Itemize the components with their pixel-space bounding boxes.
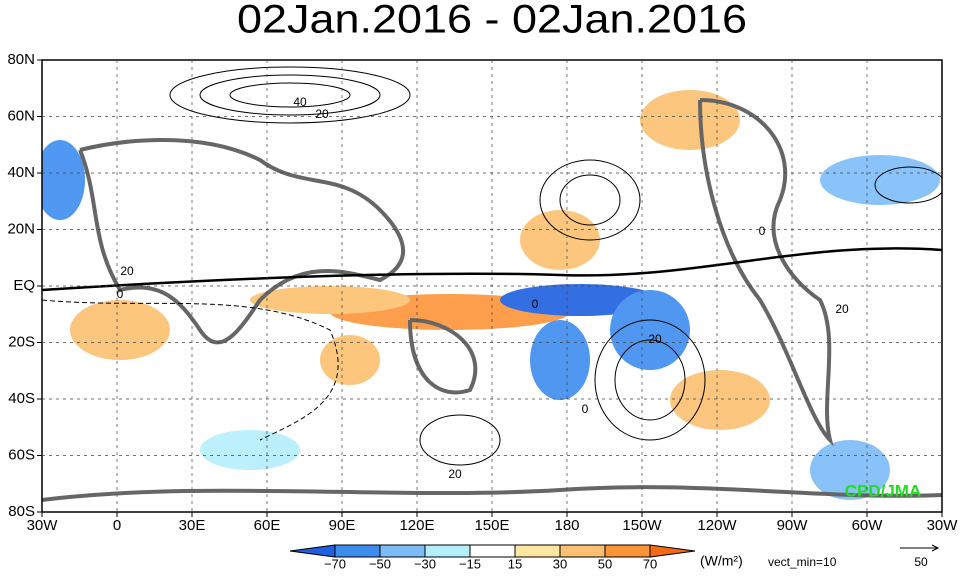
lon-label: 150W bbox=[622, 517, 662, 534]
lat-label: 60N bbox=[7, 107, 35, 124]
lon-label: 120W bbox=[697, 517, 737, 534]
colorbar-label: 15 bbox=[508, 556, 522, 571]
contours bbox=[42, 66, 942, 466]
lat-label: 40S bbox=[8, 390, 35, 407]
reference-vector-head bbox=[931, 544, 940, 552]
contour-label: 20 bbox=[448, 467, 462, 481]
lat-label: 80S bbox=[8, 503, 35, 520]
colorbar-end bbox=[649, 544, 696, 558]
contour-label: 0 bbox=[117, 287, 124, 301]
lat-label: 20S bbox=[8, 333, 35, 350]
colorbar-segment bbox=[559, 544, 606, 558]
vector-note: vect_min=10 bbox=[768, 555, 837, 569]
colorbar-label: −70 bbox=[324, 556, 346, 571]
contour-label: 20 bbox=[315, 107, 329, 121]
colorbar-end bbox=[289, 544, 336, 558]
colorbar-label: −15 bbox=[459, 556, 481, 571]
contour-label: 0 bbox=[582, 402, 589, 416]
coastlines bbox=[42, 98, 942, 502]
colorbar-segment bbox=[469, 544, 516, 558]
contour-label: 0 bbox=[532, 297, 539, 311]
contour-label: 0 bbox=[759, 224, 766, 238]
lat-label: 20N bbox=[7, 220, 35, 237]
lon-label: 0 bbox=[113, 517, 121, 534]
colorbar-label: 50 bbox=[598, 556, 612, 571]
colorbar-segment bbox=[514, 544, 561, 558]
colorbar-segment bbox=[379, 544, 426, 558]
colorbar-segment bbox=[604, 544, 651, 558]
colorbar-segment bbox=[334, 544, 381, 558]
lon-label: 150E bbox=[474, 517, 509, 534]
lon-label: 60W bbox=[852, 517, 884, 534]
lon-label: 90W bbox=[777, 517, 809, 534]
lon-label: 180 bbox=[554, 517, 579, 534]
lat-label: 60S bbox=[8, 446, 35, 463]
colorbar-label: 30 bbox=[553, 556, 567, 571]
colorbar-segment bbox=[424, 544, 471, 558]
contour-label: 20 bbox=[835, 302, 849, 316]
lat-label: 80N bbox=[7, 51, 35, 68]
lon-label: 30E bbox=[179, 517, 206, 534]
title: 02Jan.2016 - 02Jan.2016 bbox=[237, 0, 747, 42]
colorbar-label: −50 bbox=[369, 556, 391, 571]
colorbar-label: 70 bbox=[643, 556, 657, 571]
vector-scale: 50 bbox=[914, 555, 928, 569]
units: (W/m²) bbox=[700, 553, 743, 569]
lon-label: 60E bbox=[254, 517, 281, 534]
colorbar-label: −30 bbox=[414, 556, 436, 571]
lon-label: 120E bbox=[399, 517, 434, 534]
lat-label: EQ bbox=[13, 277, 35, 294]
contour-label: 40 bbox=[293, 95, 307, 109]
credit: CPD/JMA bbox=[845, 481, 922, 500]
contour-label: 20 bbox=[120, 264, 134, 278]
lon-label: 30W bbox=[927, 517, 959, 534]
lat-label: 40N bbox=[7, 164, 35, 181]
lon-label: 90E bbox=[329, 517, 356, 534]
lon-label: 30W bbox=[27, 517, 59, 534]
contour-label: 20 bbox=[648, 332, 662, 346]
